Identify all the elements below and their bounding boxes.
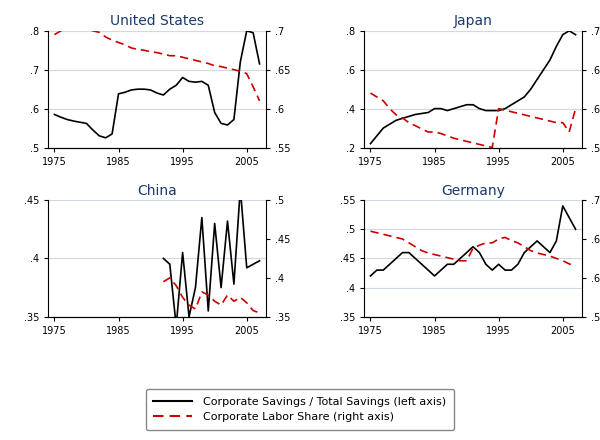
Title: Germany: Germany	[441, 183, 505, 198]
Title: China: China	[137, 183, 177, 198]
Title: Japan: Japan	[454, 14, 493, 28]
Title: United States: United States	[110, 14, 204, 28]
Legend: Corporate Savings / Total Savings (left axis), Corporate Labor Share (right axis: Corporate Savings / Total Savings (left …	[146, 389, 454, 430]
